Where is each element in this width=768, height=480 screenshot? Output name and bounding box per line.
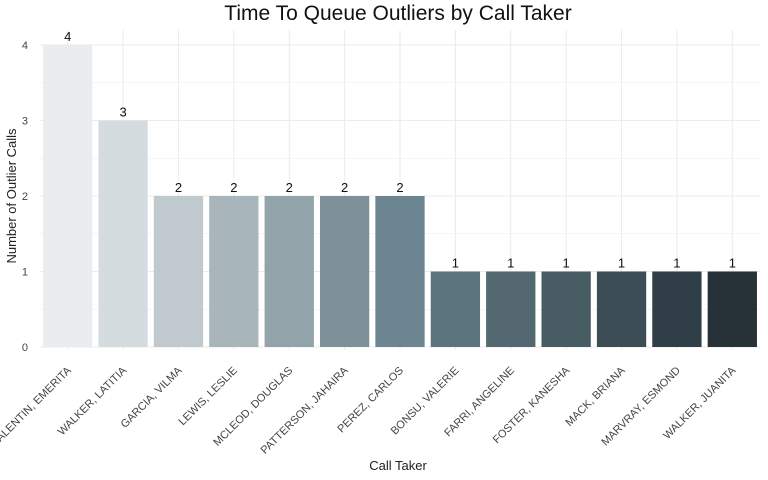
y-tick-labels: 0 1 2 3 4 bbox=[22, 40, 28, 354]
bar bbox=[541, 271, 591, 347]
data-label: 2 bbox=[230, 180, 237, 195]
bar bbox=[319, 196, 370, 347]
bar bbox=[209, 196, 259, 347]
data-label: 1 bbox=[673, 256, 680, 271]
data-label: 1 bbox=[507, 256, 514, 271]
y-tick-label: 4 bbox=[22, 40, 28, 52]
data-label: 1 bbox=[452, 256, 459, 271]
bar bbox=[375, 196, 425, 347]
data-label: 2 bbox=[341, 180, 348, 195]
bar bbox=[98, 120, 148, 347]
x-tick-label: LEWIS, LESLIE bbox=[177, 365, 240, 428]
y-tick-label: 0 bbox=[22, 342, 28, 354]
x-axis-title: Call Taker bbox=[369, 458, 427, 473]
y-tick-label: 2 bbox=[22, 191, 28, 203]
bar bbox=[430, 271, 481, 347]
bar bbox=[707, 271, 757, 347]
bar bbox=[264, 196, 314, 347]
y-axis-title: Number of Outlier Calls bbox=[4, 128, 19, 264]
data-label: 3 bbox=[119, 105, 126, 120]
bars bbox=[43, 45, 757, 347]
data-label: 2 bbox=[396, 180, 403, 195]
data-label: 2 bbox=[175, 180, 182, 195]
x-tick-label: GARCIA, VILMA bbox=[119, 364, 185, 430]
bar bbox=[596, 271, 647, 347]
bar bbox=[652, 271, 702, 347]
y-tick-label: 3 bbox=[22, 116, 28, 128]
x-tick-label: MACK, BRIANA bbox=[563, 364, 628, 429]
data-label: 1 bbox=[729, 256, 736, 271]
data-label: 1 bbox=[563, 256, 570, 271]
chart-title: Time To Queue Outliers by Call Taker bbox=[224, 2, 571, 25]
data-label: 1 bbox=[618, 256, 625, 271]
data-label: 2 bbox=[286, 180, 293, 195]
bar bbox=[43, 45, 93, 347]
bar bbox=[486, 271, 536, 347]
y-tick-label: 1 bbox=[22, 267, 28, 279]
bar bbox=[153, 196, 204, 347]
data-labels: 4 3 2 2 2 2 2 1 1 1 1 1 1 bbox=[64, 29, 736, 271]
data-label: 4 bbox=[64, 29, 71, 44]
